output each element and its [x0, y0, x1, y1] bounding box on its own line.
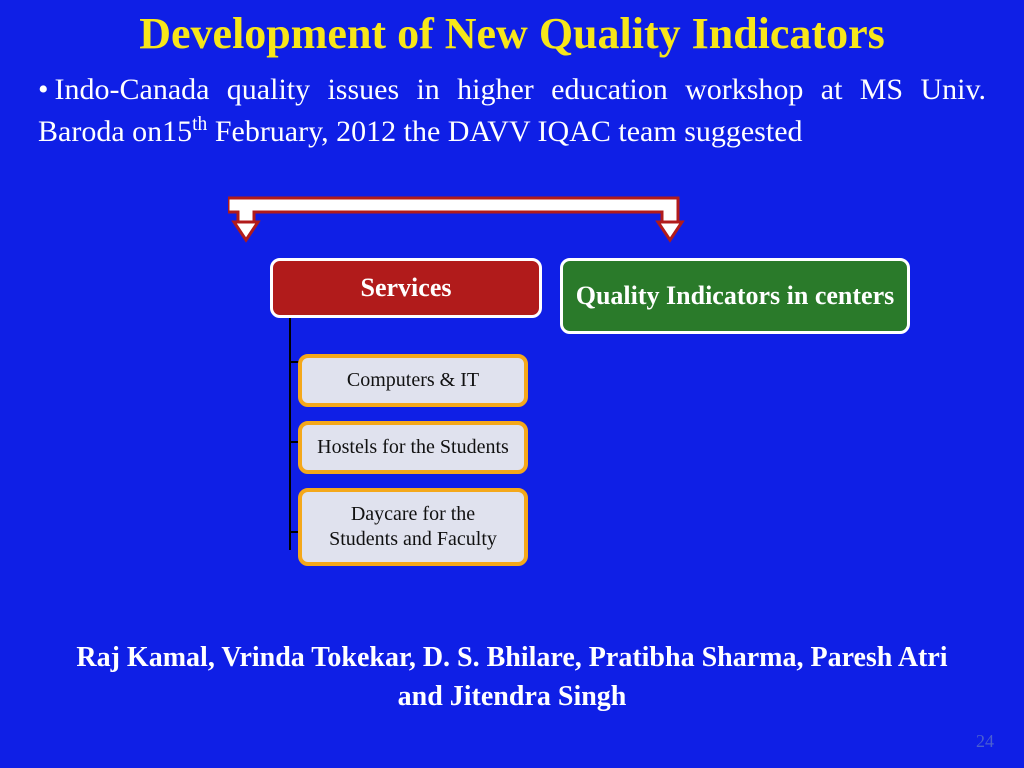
- bullet-marker: •: [38, 73, 49, 106]
- sub-item: Computers & IT: [298, 354, 528, 407]
- services-box: Services: [270, 258, 542, 318]
- page-number: 24: [976, 731, 994, 752]
- bullet-paragraph: •Indo-Canada quality issues in higher ed…: [0, 59, 1024, 153]
- quality-indicators-box: Quality Indicators in centers: [560, 258, 910, 334]
- slide-title: Development of New Quality Indicators: [0, 0, 1024, 59]
- branching-arrow: [228, 182, 692, 250]
- sub-item: Hostels for the Students: [298, 421, 528, 474]
- sub-item: Daycare for the Students and Faculty: [298, 488, 528, 566]
- top-box-row: Services Quality Indicators in centers: [270, 258, 930, 334]
- bullet-superscript: th: [192, 114, 207, 135]
- sub-items-list: Computers & IT Hostels for the Students …: [298, 354, 930, 566]
- bullet-post: February, 2012 the DAVV IQAC team sugges…: [207, 115, 802, 148]
- diagram-area: Services Quality Indicators in centers C…: [270, 258, 930, 580]
- authors-line: Raj Kamal, Vrinda Tokekar, D. S. Bhilare…: [0, 638, 1024, 716]
